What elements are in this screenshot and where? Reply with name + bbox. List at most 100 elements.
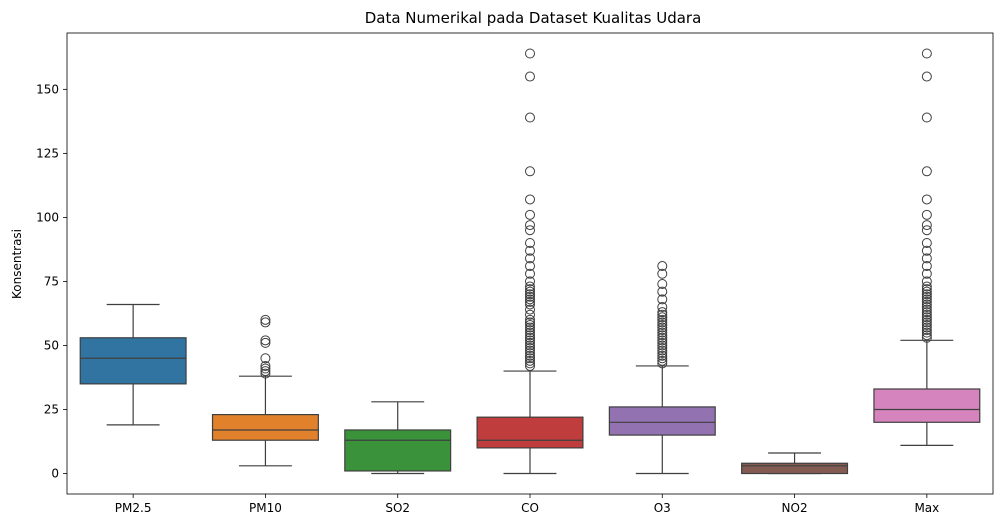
outlier-point bbox=[657, 261, 668, 272]
outlier-point bbox=[260, 337, 271, 348]
outlier-point bbox=[525, 325, 535, 336]
outlier-point bbox=[921, 302, 932, 313]
outlier-point bbox=[260, 335, 271, 346]
outlier-point bbox=[921, 332, 932, 343]
outlier-point bbox=[525, 166, 535, 177]
outlier-point bbox=[260, 360, 271, 371]
outlier-point bbox=[525, 284, 535, 295]
chart-title: Data Numerikal pada Dataset Kualitas Uda… bbox=[365, 9, 702, 27]
outlier-point bbox=[921, 330, 932, 341]
outlier-point bbox=[921, 304, 932, 315]
outlier-point bbox=[921, 225, 932, 236]
outlier-point bbox=[657, 322, 668, 333]
outlier-point bbox=[525, 360, 535, 371]
outlier-point bbox=[657, 319, 668, 330]
outlier-point bbox=[525, 225, 535, 236]
outlier-point bbox=[657, 307, 668, 318]
outlier-point bbox=[525, 343, 535, 354]
outlier-point bbox=[657, 309, 668, 320]
outlier-point bbox=[921, 71, 932, 82]
outlier-point bbox=[657, 353, 668, 364]
outlier-point bbox=[657, 358, 668, 369]
outlier-point bbox=[657, 314, 668, 325]
outlier-point bbox=[657, 340, 668, 351]
outlier-point bbox=[657, 348, 668, 359]
outlier-point bbox=[260, 363, 271, 374]
outlier-point bbox=[921, 294, 932, 305]
x-tick-label: CO bbox=[521, 501, 539, 515]
outlier-point bbox=[657, 294, 668, 305]
outlier-point bbox=[921, 268, 932, 279]
plot-area: 0 25 50 75 100 125 150 PM2.5 PM10 SO2 CO O3 NO2 Max bbox=[36, 32, 994, 515]
outlier-point bbox=[921, 314, 932, 325]
outlier-point bbox=[657, 335, 668, 346]
outlier-point bbox=[525, 281, 535, 292]
y-tick-label: 25 bbox=[44, 402, 59, 416]
y-tick-label: 0 bbox=[51, 467, 59, 481]
outlier-point bbox=[525, 304, 535, 315]
box-iqr bbox=[344, 429, 452, 472]
x-tick-label: PM2.5 bbox=[115, 501, 152, 515]
outlier-point bbox=[921, 284, 932, 295]
outlier-point bbox=[525, 71, 535, 82]
outlier-point bbox=[260, 353, 271, 364]
outlier-point bbox=[921, 220, 932, 231]
x-tick-label: NO2 bbox=[782, 501, 808, 515]
outlier-point bbox=[657, 268, 668, 279]
outlier-point bbox=[525, 335, 535, 346]
outlier-point bbox=[921, 112, 932, 123]
outlier-point bbox=[921, 286, 932, 297]
outlier-point bbox=[921, 322, 932, 333]
outlier-point bbox=[525, 350, 535, 361]
outlier-point bbox=[525, 309, 535, 320]
y-tick-label: 75 bbox=[44, 274, 59, 288]
outlier-point bbox=[921, 245, 932, 256]
outlier-point bbox=[525, 332, 535, 343]
outlier-point bbox=[921, 261, 932, 272]
outlier-point bbox=[525, 322, 535, 333]
outlier-point bbox=[525, 319, 535, 330]
outlier-point bbox=[921, 194, 932, 205]
outlier-point bbox=[525, 296, 535, 307]
outlier-point bbox=[657, 302, 668, 313]
outlier-point bbox=[921, 253, 932, 264]
box-iqr bbox=[741, 462, 849, 475]
outlier-point bbox=[657, 327, 668, 338]
outlier-point bbox=[525, 245, 535, 256]
outlier-point bbox=[525, 194, 535, 205]
x-tick-label: O3 bbox=[654, 501, 671, 515]
outlier-point bbox=[525, 238, 535, 249]
outlier-point bbox=[525, 253, 535, 264]
outlier-point bbox=[525, 330, 535, 341]
outlier-point bbox=[525, 327, 535, 338]
outlier-point bbox=[525, 291, 535, 302]
outlier-point bbox=[657, 312, 668, 323]
outlier-point bbox=[525, 337, 535, 348]
box-iqr bbox=[873, 388, 981, 423]
outlier-point bbox=[921, 291, 932, 302]
outlier-point bbox=[525, 209, 535, 220]
box-iqr bbox=[476, 416, 584, 449]
outlier-point bbox=[657, 332, 668, 343]
y-tick-label: 125 bbox=[36, 146, 59, 160]
outlier-point bbox=[657, 343, 668, 354]
outlier-point bbox=[921, 281, 932, 292]
outlier-point bbox=[921, 166, 932, 177]
outlier-point bbox=[525, 286, 535, 297]
outlier-point bbox=[657, 330, 668, 341]
y-tick-label: 100 bbox=[36, 210, 59, 224]
outlier-point bbox=[921, 319, 932, 330]
outlier-point bbox=[921, 48, 932, 59]
outlier-point bbox=[525, 48, 535, 59]
outlier-point bbox=[921, 209, 932, 220]
outlier-point bbox=[921, 317, 932, 328]
outlier-point bbox=[525, 220, 535, 231]
outlier-point bbox=[525, 358, 535, 369]
outlier-point bbox=[260, 366, 271, 377]
box-iqr bbox=[211, 414, 319, 441]
outlier-point bbox=[525, 276, 535, 287]
outlier-point bbox=[921, 312, 932, 323]
outlier-point bbox=[525, 348, 535, 359]
outlier-point bbox=[525, 353, 535, 364]
x-tick-label: PM10 bbox=[249, 501, 282, 515]
